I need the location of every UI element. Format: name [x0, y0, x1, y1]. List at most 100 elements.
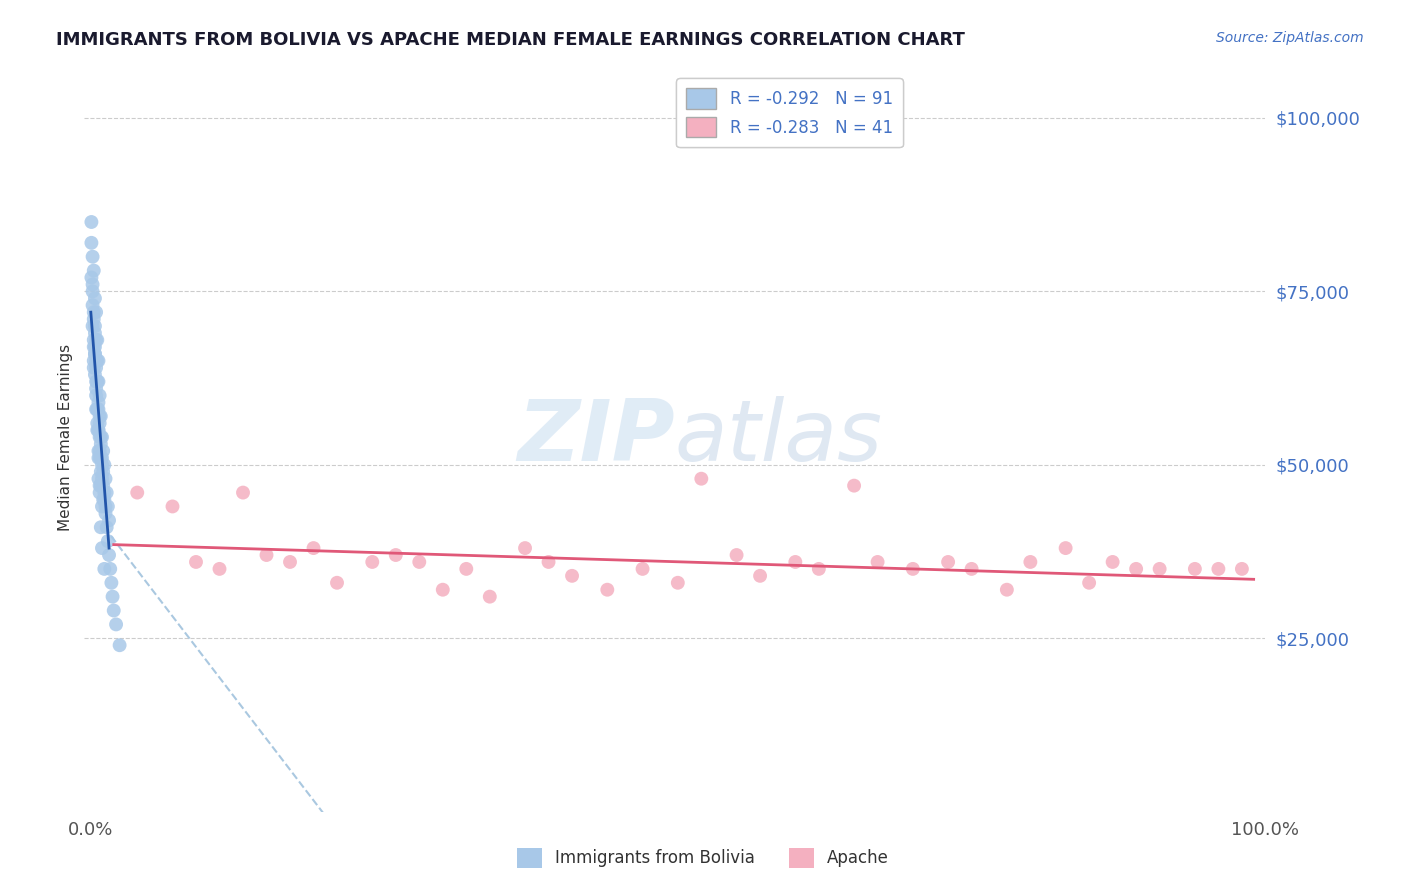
Point [1208, 562, 1230, 576]
Point [96, 485, 118, 500]
Point [86, 353, 108, 368]
Point [91, 478, 114, 492]
Text: IMMIGRANTS FROM BOLIVIA VS APACHE MEDIAN FEMALE EARNINGS CORRELATION CHART: IMMIGRANTS FROM BOLIVIA VS APACHE MEDIAN… [56, 31, 965, 49]
Point [86, 402, 108, 417]
Point [94, 472, 117, 486]
Point [1184, 562, 1206, 576]
Point [91, 472, 114, 486]
Point [1101, 555, 1123, 569]
Point [432, 582, 454, 597]
Point [631, 562, 654, 576]
Point [84, 326, 107, 340]
Point [80, 270, 103, 285]
Point [83, 312, 105, 326]
Point [87, 444, 110, 458]
Point [84, 402, 107, 417]
Point [537, 555, 560, 569]
Point [84, 353, 107, 368]
Point [86, 375, 108, 389]
Point [725, 548, 748, 562]
Point [1125, 562, 1147, 576]
Point [408, 555, 430, 569]
Point [208, 562, 231, 576]
Point [91, 430, 114, 444]
Point [785, 555, 807, 569]
Point [98, 562, 121, 576]
Point [84, 333, 107, 347]
Point [1149, 562, 1171, 576]
Point [86, 402, 108, 417]
Point [456, 562, 478, 576]
Point [89, 485, 111, 500]
Point [1019, 555, 1042, 569]
Point [89, 478, 111, 492]
Point [94, 500, 117, 514]
Point [91, 500, 114, 514]
Point [91, 450, 114, 465]
Point [84, 360, 107, 375]
Point [93, 562, 115, 576]
Point [86, 333, 108, 347]
Point [91, 444, 114, 458]
Point [89, 388, 111, 402]
Point [100, 575, 122, 590]
Point [86, 375, 108, 389]
Point [561, 569, 583, 583]
Point [326, 575, 349, 590]
Point [97, 500, 120, 514]
Point [90, 520, 112, 534]
Point [84, 340, 107, 354]
Point [83, 333, 105, 347]
Point [807, 562, 830, 576]
Y-axis label: Median Female Earnings: Median Female Earnings [58, 343, 73, 531]
Point [478, 590, 501, 604]
Point [1054, 541, 1077, 555]
Point [84, 347, 107, 361]
Point [90, 430, 112, 444]
Point [91, 458, 114, 472]
Point [98, 548, 121, 562]
Point [90, 465, 112, 479]
Point [96, 520, 118, 534]
Point [93, 485, 115, 500]
Point [80, 215, 103, 229]
Point [89, 409, 111, 424]
Point [232, 485, 254, 500]
Point [690, 472, 713, 486]
Point [82, 298, 104, 312]
Point [103, 603, 125, 617]
Point [90, 409, 112, 424]
Point [1078, 575, 1101, 590]
Point [87, 402, 110, 417]
Point [82, 285, 104, 299]
Legend: Immigrants from Bolivia, Apache: Immigrants from Bolivia, Apache [510, 841, 896, 875]
Point [361, 555, 384, 569]
Point [93, 458, 115, 472]
Point [278, 555, 301, 569]
Point [87, 450, 110, 465]
Point [91, 492, 114, 507]
Point [866, 555, 889, 569]
Point [936, 555, 959, 569]
Point [596, 582, 619, 597]
Point [82, 277, 104, 292]
Point [162, 500, 184, 514]
Point [98, 513, 121, 527]
Point [995, 582, 1018, 597]
Point [89, 430, 111, 444]
Point [93, 492, 115, 507]
Point [1230, 562, 1253, 576]
Point [91, 465, 114, 479]
Point [90, 478, 112, 492]
Point [256, 548, 278, 562]
Point [84, 291, 107, 305]
Point [89, 450, 111, 465]
Point [84, 347, 107, 361]
Point [91, 541, 114, 555]
Point [127, 485, 149, 500]
Point [302, 541, 325, 555]
Point [90, 437, 112, 451]
Point [83, 305, 105, 319]
Point [901, 562, 924, 576]
Point [87, 472, 110, 486]
